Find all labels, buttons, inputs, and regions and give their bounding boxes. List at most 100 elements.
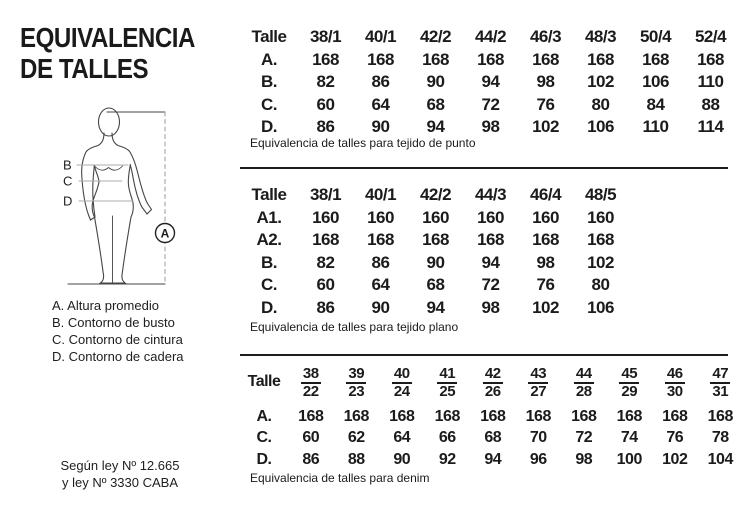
size-fraction: 45 29	[619, 366, 640, 400]
value-cell: 82	[316, 252, 335, 272]
fraction-numerator: 41	[437, 365, 458, 384]
fraction-numerator: 42	[482, 365, 503, 384]
value-cell: 110	[642, 117, 669, 137]
value-cell: 168	[367, 49, 394, 69]
fraction-denominator: 31	[712, 383, 729, 400]
row-label: A.	[256, 407, 273, 425]
size-fraction: 43 27	[528, 366, 549, 400]
row-label: D.	[261, 297, 278, 317]
size-column-header: 44/2	[474, 27, 507, 47]
table-header-row: Talle 38/1 40/1 42/2 44/2 46/3 48/3 50/4 52/4	[240, 26, 738, 49]
value-cell: 168	[697, 49, 724, 69]
value-cell: 110	[697, 72, 724, 92]
size-column-header: 40 24	[379, 365, 425, 399]
size-table-tejido-plano: Talle 38/1 40/1 42/2 44/3 46/4 48/5 A1. 160 160 16…	[240, 184, 628, 319]
size-column-header: 39 23	[334, 365, 380, 399]
value-cell: 64	[371, 275, 390, 295]
value-cell: 102	[662, 450, 688, 468]
table-header-row: Talle 38 22 39 23 40 24 41 25 42 26 43 27 44 28 45 29 46 3…	[240, 364, 743, 400]
row-label: C.	[261, 275, 278, 295]
size-column-header: 40/1	[364, 27, 397, 47]
size-column-header: 42 26	[470, 365, 516, 399]
law-note: Según ley Nº 12.665 y ley Nº 3330 CABA	[30, 457, 210, 491]
law-note-line1: Según ley Nº 12.665	[60, 458, 180, 473]
size-column-header: 41 25	[425, 365, 471, 399]
value-cell: 168	[434, 407, 461, 425]
table-row: D. 86 88 90 92 94 96 98 100 102 104	[240, 449, 743, 471]
value-cell: 106	[587, 297, 614, 317]
value-cell: 76	[536, 94, 555, 114]
value-cell: 168	[367, 230, 394, 250]
table-row: A. 168 168 168 168 168 168 168 168 168 168	[240, 406, 743, 428]
value-cell: 100	[616, 450, 643, 468]
figure-neck	[97, 132, 119, 147]
table-row: B. 82 86 90 94 98 102	[240, 252, 628, 275]
value-cell: 68	[484, 429, 502, 447]
table-row: A. 168 168 168 168 168 168 168 168	[240, 49, 738, 72]
figure-bust-line	[94, 165, 123, 171]
size-fraction: 47 31	[710, 366, 731, 400]
value-cell: 168	[587, 49, 614, 69]
value-cell: 98	[575, 450, 593, 468]
value-cell: 72	[575, 429, 593, 447]
table-row: A1. 160 160 160 160 160 160	[240, 207, 628, 230]
size-fraction: 38 22	[300, 366, 321, 400]
size-column-header: 43 27	[516, 365, 562, 399]
value-cell: 168	[312, 230, 339, 250]
size-column-header: 46/4	[529, 185, 562, 205]
value-cell: 90	[371, 117, 390, 137]
fraction-denominator: 24	[393, 383, 410, 400]
row-label: B.	[261, 252, 278, 272]
table-caption-tejido-de-punto: Equivalencia de talles para tejido de pu…	[250, 136, 476, 150]
size-fraction: 42 26	[482, 365, 503, 399]
value-cell: 86	[371, 72, 390, 92]
value-cell: 168	[642, 49, 669, 69]
size-column-header: 50/4	[639, 27, 672, 47]
value-cell: 74	[620, 429, 638, 447]
value-cell: 168	[662, 407, 688, 425]
value-cell: 88	[701, 94, 720, 114]
value-cell: 102	[587, 72, 614, 92]
value-cell: 168	[477, 230, 504, 250]
figure-label-a: A	[161, 227, 170, 241]
value-cell: 86	[316, 297, 335, 317]
fraction-denominator: 30	[666, 383, 683, 400]
figure-right-arm	[117, 144, 153, 215]
value-cell: 168	[525, 407, 552, 425]
value-cell: 168	[312, 49, 339, 69]
size-column-header: 40/1	[364, 185, 397, 205]
figure-left-arm	[81, 144, 99, 221]
table-row: A2. 168 168 168 168 168 168	[240, 229, 628, 252]
fraction-denominator: 27	[530, 383, 547, 400]
value-cell: 94	[481, 252, 500, 272]
size-fraction: 40 24	[391, 366, 412, 400]
legend-item-cintura: C. Contorno de cintura	[52, 332, 183, 347]
value-cell: 72	[481, 275, 500, 295]
fraction-denominator: 22	[302, 383, 319, 400]
size-fraction: 44 28	[573, 365, 594, 399]
row-label: C.	[261, 94, 278, 114]
value-cell: 78	[711, 429, 729, 447]
size-fraction: 46 30	[664, 366, 685, 400]
size-header-label: Talle	[251, 27, 287, 47]
value-cell: 168	[389, 407, 415, 425]
value-cell: 160	[477, 207, 504, 227]
figure-label-d: D	[63, 194, 72, 209]
figure-head	[97, 107, 121, 137]
value-cell: 168	[616, 407, 643, 425]
page-title-line1: EQUIVALENCIA	[20, 22, 196, 53]
value-cell: 64	[393, 429, 411, 447]
value-cell: 98	[536, 72, 555, 92]
value-cell: 86	[371, 252, 390, 272]
value-cell: 90	[426, 72, 445, 92]
value-cell: 98	[481, 297, 500, 317]
table-row: C. 60 64 68 72 76 80	[240, 274, 628, 297]
fraction-numerator: 44	[573, 365, 594, 384]
row-label: D.	[256, 450, 273, 468]
fraction-denominator: 29	[621, 383, 638, 400]
section-divider	[240, 354, 728, 356]
value-cell: 102	[532, 117, 559, 137]
size-header-label: Talle	[247, 373, 281, 390]
value-cell: 64	[371, 94, 390, 114]
value-cell: 168	[343, 407, 370, 425]
